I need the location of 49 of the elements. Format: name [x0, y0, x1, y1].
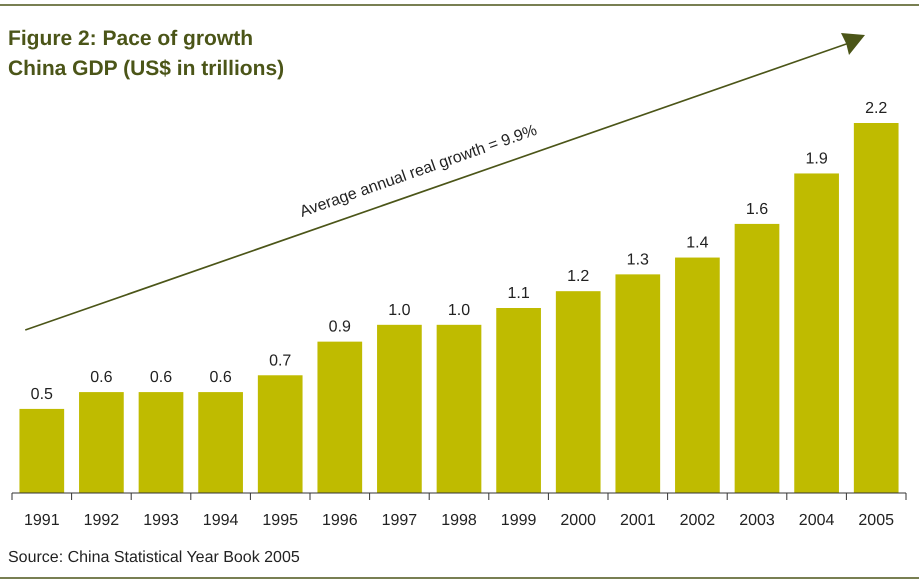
x-tick-label: 1994	[202, 512, 238, 529]
x-tick-label: 2005	[858, 512, 894, 529]
bar	[79, 392, 124, 493]
bar	[496, 308, 541, 493]
data-label: 0.5	[30, 386, 54, 403]
chart-title: Figure 2: Pace of growth	[8, 27, 254, 50]
bar	[317, 342, 362, 493]
bar	[19, 408, 64, 493]
x-tick-label: 2002	[680, 512, 716, 529]
data-label: 1.6	[746, 200, 768, 218]
bar	[198, 392, 243, 493]
x-tick-label: 1999	[500, 512, 536, 529]
data-label: 0.9	[328, 318, 352, 336]
x-tick-label: 1993	[143, 512, 179, 529]
data-label: 1.4	[686, 234, 709, 252]
data-label: 1.3	[626, 251, 650, 268]
bar	[615, 274, 660, 493]
source-note: Source: China Statistical Year Book 2005	[8, 549, 300, 566]
data-label: 1.0	[388, 302, 411, 319]
data-label: 0.6	[209, 369, 232, 386]
data-label: 1.9	[805, 150, 828, 168]
x-tick-label: 2003	[739, 512, 775, 529]
x-tick-label: 2004	[798, 512, 834, 529]
bar	[436, 324, 482, 493]
bar	[138, 392, 184, 493]
bar	[854, 123, 899, 493]
data-label: 0.6	[150, 369, 172, 386]
x-tick-label: 1998	[441, 512, 477, 529]
bar	[556, 291, 601, 493]
data-label: 1.1	[507, 285, 530, 302]
data-label: 2.2	[865, 100, 888, 117]
bar	[675, 258, 720, 493]
x-tick-label: 1997	[382, 512, 418, 529]
x-tick-label: 1991	[24, 512, 60, 529]
annotation: Average annual real growth = 9.9%	[298, 122, 540, 221]
x-tick-label: 2000	[560, 512, 596, 529]
bar	[258, 375, 303, 493]
x-tick-label: 1996	[322, 512, 358, 529]
data-label: 1.2	[567, 268, 590, 286]
data-label: 1.0	[448, 302, 470, 319]
x-tick-label: 1992	[84, 512, 120, 529]
bar	[734, 224, 780, 493]
data-label: 0.7	[269, 352, 292, 370]
chart-subtitle: China GDP (US$ in trillions)	[8, 57, 284, 80]
data-label: 0.6	[90, 369, 113, 386]
bar	[377, 324, 422, 493]
bar	[794, 173, 839, 493]
x-tick-label: 2001	[620, 512, 656, 529]
x-tick-label: 1995	[262, 512, 298, 529]
